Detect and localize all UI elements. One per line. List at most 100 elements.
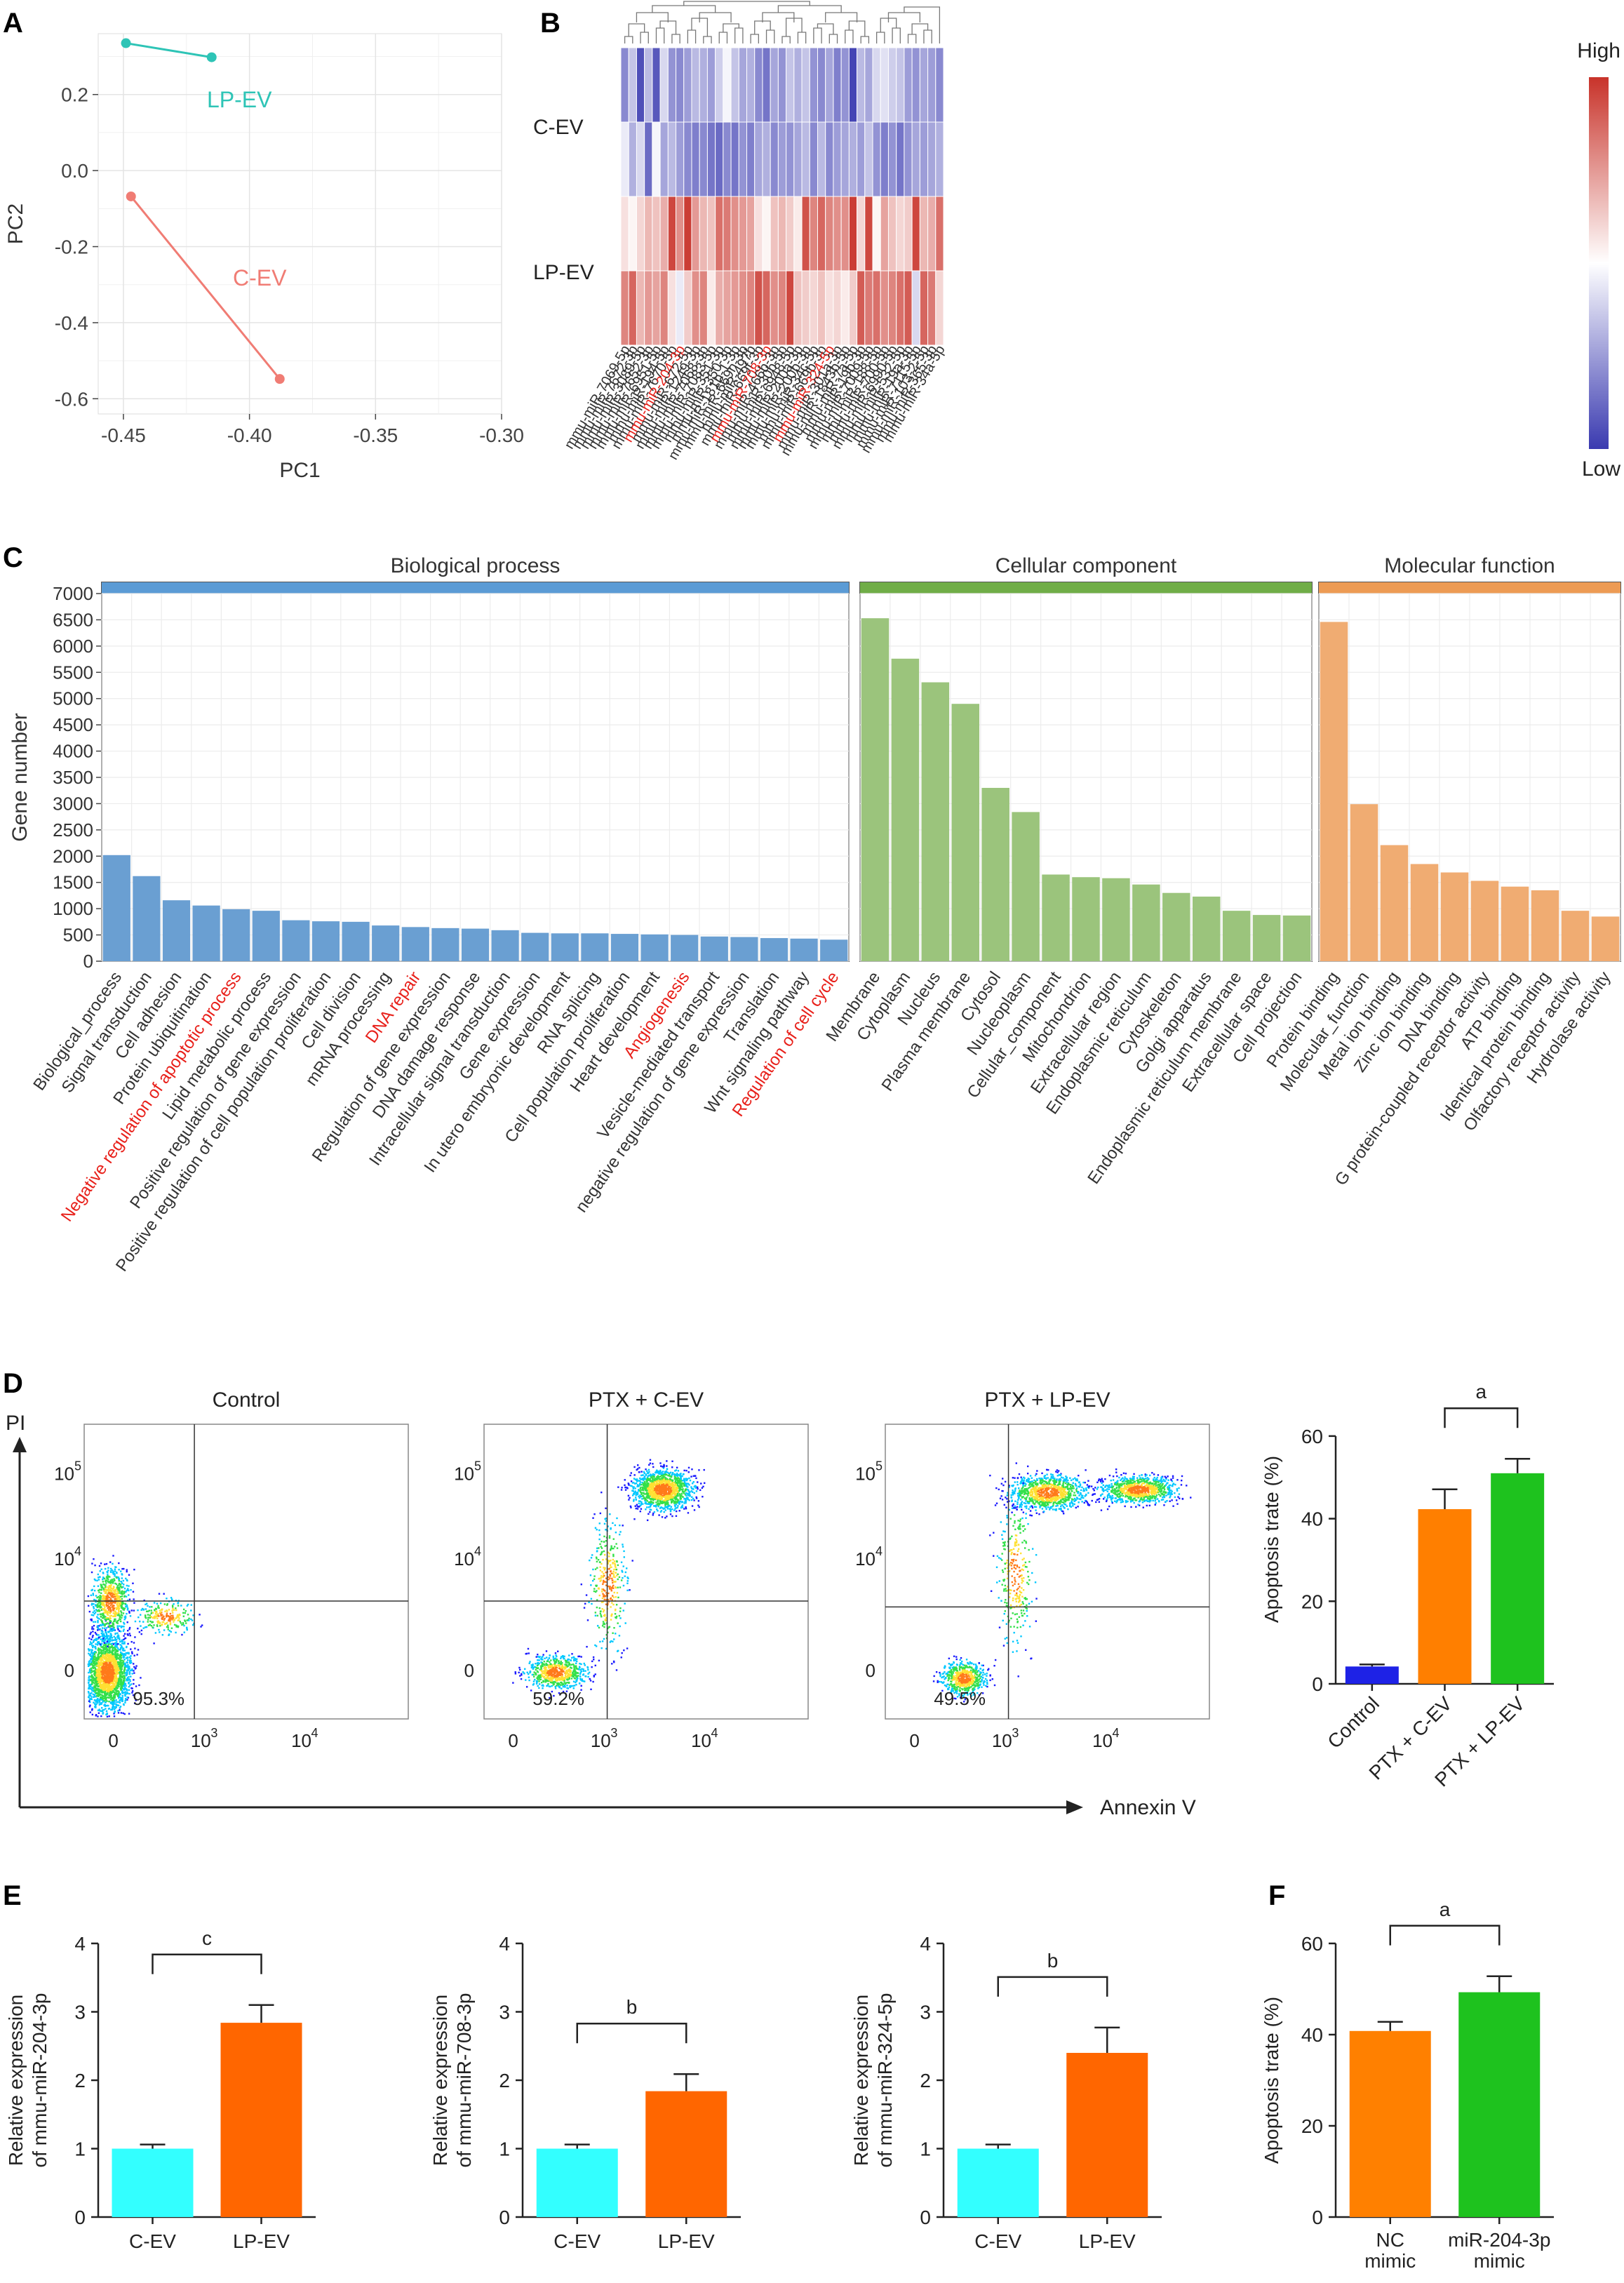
event-dot	[111, 1590, 113, 1592]
event-dot	[589, 1678, 591, 1680]
heatmap-cell	[659, 47, 669, 123]
event-dot	[667, 1484, 669, 1487]
event-dot	[115, 1686, 117, 1689]
event-dot	[149, 1620, 152, 1623]
event-dot	[106, 1675, 108, 1678]
event-dot	[88, 1610, 90, 1613]
event-dot	[100, 1584, 102, 1586]
y-axis-label: PC2	[4, 203, 27, 244]
event-dot	[168, 1609, 170, 1611]
event-dot	[95, 1652, 98, 1654]
event-dot	[105, 1634, 108, 1636]
dendrogram-branch	[683, 1, 810, 6]
event-dot	[565, 1682, 568, 1684]
event-dot	[114, 1615, 116, 1617]
event-dot	[121, 1601, 124, 1603]
event-dot	[98, 1678, 100, 1680]
event-dot	[631, 1489, 633, 1492]
event-dot	[649, 1502, 652, 1504]
event-dot	[158, 1607, 160, 1609]
event-dot	[92, 1641, 95, 1643]
event-dot	[100, 1653, 103, 1656]
event-dot	[535, 1666, 537, 1669]
event-dot	[182, 1612, 184, 1614]
event-dot	[131, 1690, 134, 1692]
event-dot	[558, 1665, 560, 1667]
y-tick-label: 7000	[53, 583, 93, 604]
event-dot	[100, 1671, 103, 1673]
event-dot	[123, 1616, 126, 1619]
event-dot	[626, 1487, 629, 1489]
event-dot	[555, 1685, 558, 1687]
heatmap-cell	[770, 196, 779, 272]
event-dot	[554, 1685, 556, 1688]
event-dot	[571, 1673, 573, 1675]
event-dot	[650, 1473, 652, 1475]
heatmap-cell	[723, 47, 732, 123]
event-dot	[122, 1608, 124, 1611]
event-dot	[111, 1655, 113, 1657]
event-dot	[647, 1488, 650, 1490]
event-dot	[122, 1712, 124, 1715]
event-dot	[98, 1679, 100, 1682]
event-dot	[133, 1609, 135, 1612]
event-dot	[539, 1678, 541, 1681]
event-dot	[106, 1605, 108, 1607]
event-dot	[97, 1694, 99, 1697]
heatmap-cell	[770, 121, 779, 197]
event-dot	[101, 1657, 103, 1660]
event-dot	[535, 1668, 537, 1671]
event-dot	[102, 1578, 104, 1581]
event-dot	[558, 1685, 561, 1688]
heatmap-cell	[825, 121, 834, 197]
facet-header-bar	[102, 582, 849, 594]
dendrogram-branch	[860, 36, 870, 43]
event-dot	[540, 1665, 542, 1667]
event-dot	[124, 1665, 126, 1667]
event-dot	[107, 1669, 109, 1671]
event-dot	[127, 1666, 129, 1669]
event-dot	[154, 1609, 156, 1611]
event-dot	[159, 1631, 161, 1633]
event-dot	[562, 1656, 565, 1659]
event-dot	[558, 1677, 561, 1679]
event-dot	[671, 1474, 673, 1476]
event-dot	[577, 1675, 579, 1677]
event-dot	[100, 1696, 102, 1699]
event-dot	[111, 1670, 113, 1672]
event-dot	[570, 1671, 572, 1673]
event-dot	[96, 1661, 98, 1664]
heatmap-cell	[706, 196, 716, 272]
event-dot	[123, 1567, 125, 1570]
event-dot	[577, 1668, 580, 1671]
event-dot	[550, 1677, 552, 1680]
heatmap-cell	[809, 270, 818, 346]
event-dot	[561, 1661, 563, 1664]
event-dot	[88, 1696, 90, 1699]
event-dot	[116, 1614, 119, 1616]
event-dot	[566, 1682, 568, 1684]
event-dot	[116, 1649, 119, 1652]
event-dot	[549, 1673, 551, 1675]
event-dot	[114, 1602, 116, 1604]
event-dot	[116, 1572, 118, 1574]
event-dot	[159, 1625, 161, 1627]
event-dot	[105, 1663, 107, 1666]
event-dot	[121, 1616, 123, 1619]
event-dot	[659, 1480, 661, 1482]
event-dot	[119, 1616, 121, 1619]
bar	[730, 937, 758, 961]
event-dot	[96, 1625, 99, 1627]
bar	[1591, 916, 1620, 961]
event-dot	[106, 1595, 108, 1598]
heatmap-cell	[676, 47, 685, 123]
event-dot	[107, 1609, 110, 1611]
event-dot	[133, 1663, 135, 1665]
event-dot	[110, 1581, 113, 1584]
event-dot	[88, 1682, 90, 1684]
event-dot	[114, 1703, 116, 1705]
event-dot	[89, 1678, 91, 1681]
event-dot	[530, 1666, 533, 1668]
event-dot	[569, 1671, 571, 1674]
event-dot	[167, 1624, 169, 1626]
